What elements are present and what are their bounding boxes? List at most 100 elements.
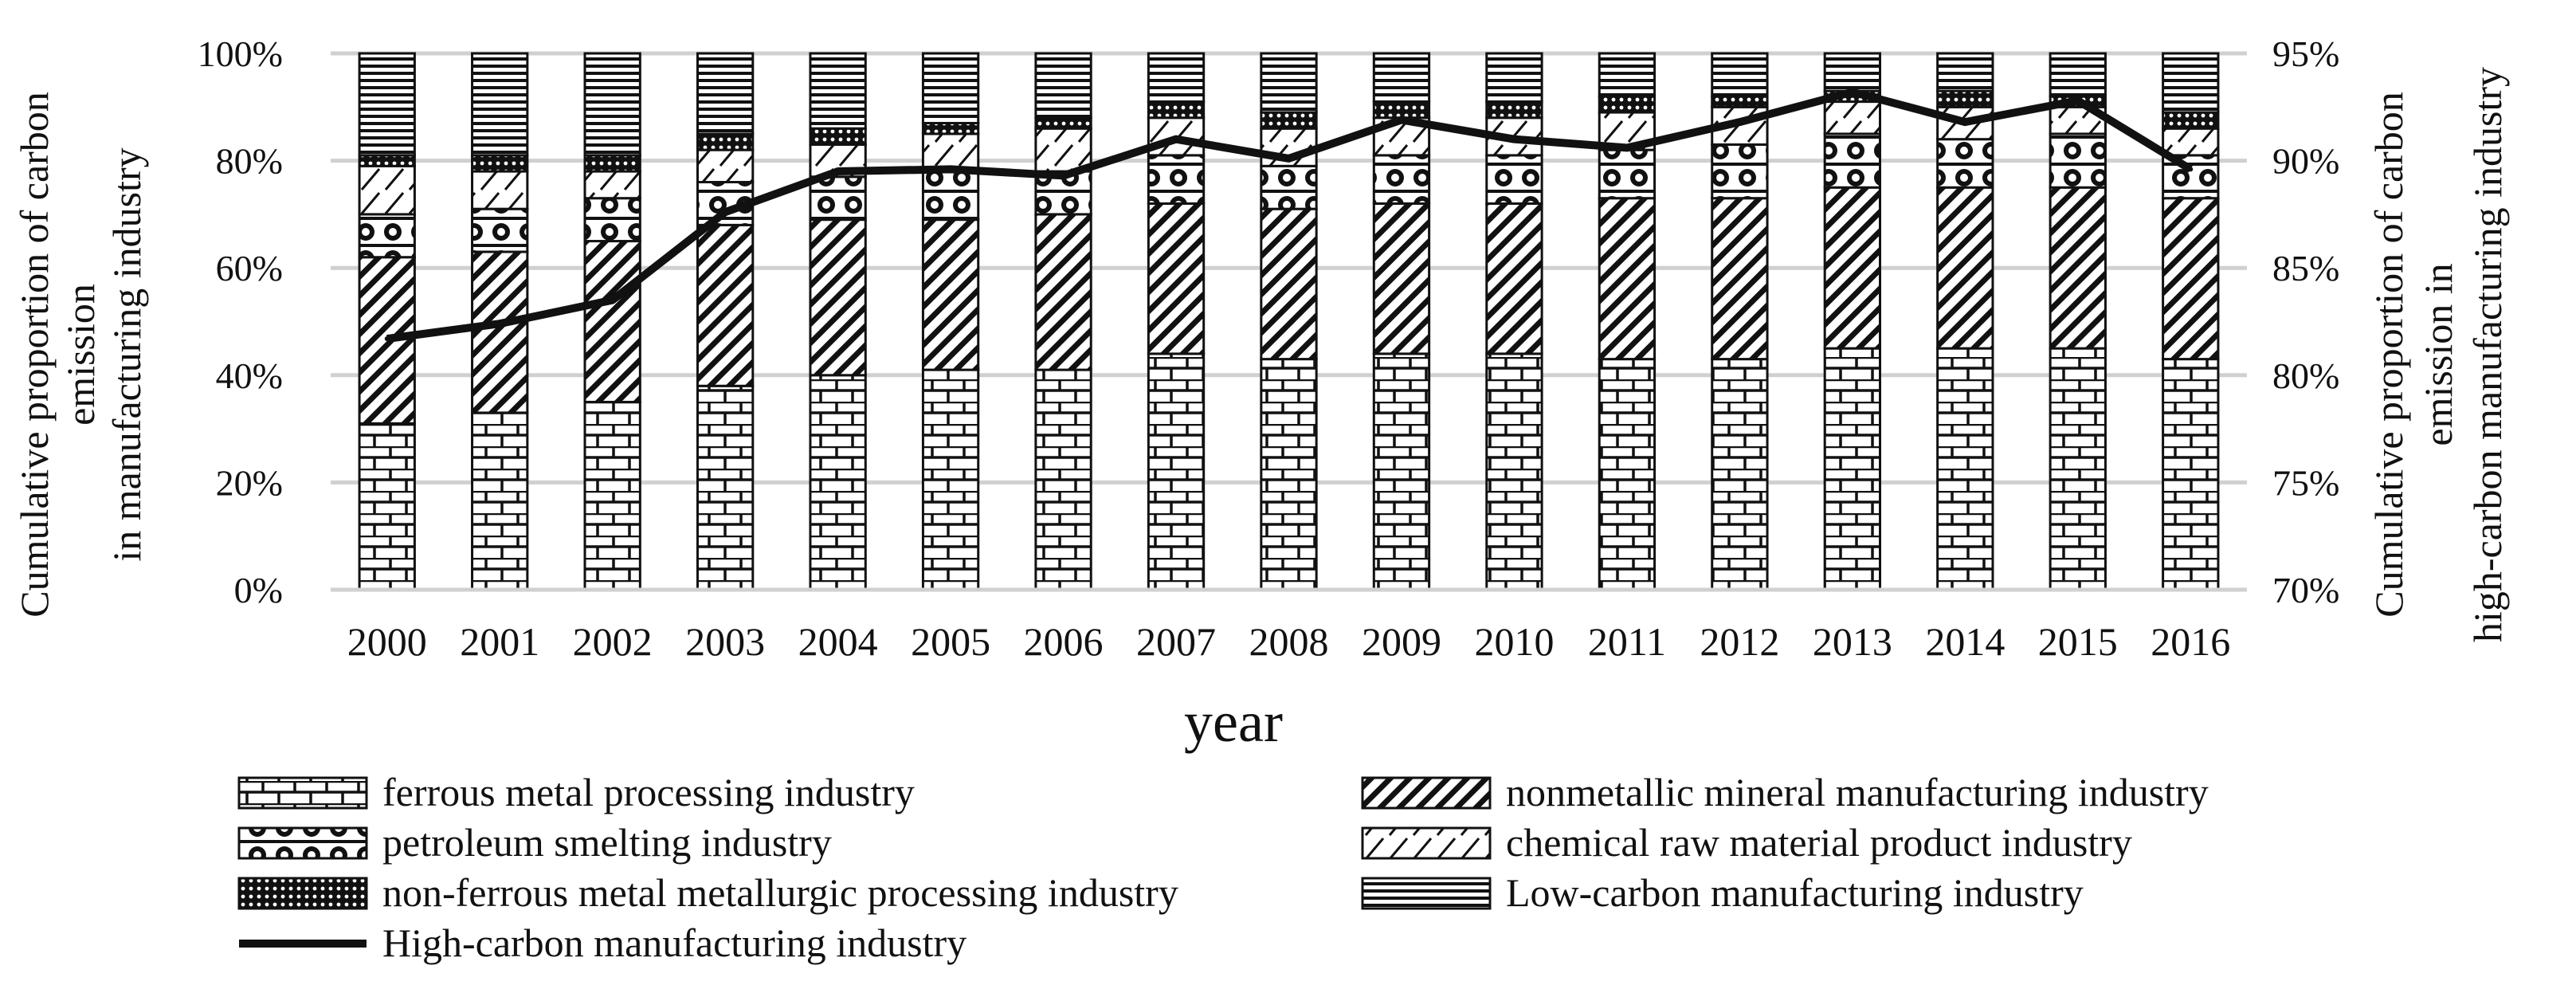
right-tick-label: 75%	[2272, 462, 2339, 503]
bar-segment	[1711, 197, 1769, 361]
bar-segment	[1260, 111, 1318, 130]
bar-segment	[1823, 132, 1882, 189]
x-tick-label: 2002	[573, 619, 653, 664]
line-point	[1511, 136, 1517, 142]
bar-segment	[471, 52, 529, 157]
x-tick-label: 2001	[460, 619, 539, 664]
bar-segment	[1598, 358, 1657, 591]
bar-segment	[1147, 154, 1206, 205]
x-tick-label: 2013	[1813, 619, 1892, 664]
bar-stack-2006	[1034, 52, 1092, 591]
legend-item: nonmetallic mineral manufacturing indust…	[1361, 770, 2209, 814]
right-tick-label: 90%	[2272, 141, 2339, 182]
left-axis-title-line-3: in manufacturing industry	[104, 147, 149, 561]
x-tick-label: 2005	[911, 619, 990, 664]
bar-segment	[809, 175, 867, 222]
legend-label: ferrous metal processing industry	[382, 770, 915, 814]
x-tick-label: 2006	[1024, 619, 1104, 664]
line-point	[1286, 155, 1292, 161]
bar-stack-2001	[471, 52, 529, 591]
bar-segment	[1823, 52, 1882, 92]
legend-label: non-ferrous metal metallurgic processing…	[382, 870, 1178, 915]
x-tick-label: 2011	[1588, 619, 1666, 664]
right-axis-ticks: 70% 75% 80% 85% 90% 95%	[2272, 33, 2339, 610]
bar-segment	[358, 154, 416, 167]
bar-segment	[1034, 116, 1092, 130]
legend: ferrous metal processing industry nonmeta…	[237, 770, 2209, 965]
bar-stack-2000	[358, 52, 416, 591]
bar-stack-2007	[1147, 52, 1206, 591]
bar-segment	[1485, 352, 1543, 591]
bar-segment	[2162, 52, 2220, 114]
x-axis-title: year	[1184, 690, 1283, 754]
bar-stack-2013	[1823, 52, 1882, 591]
bar-segment	[1147, 202, 1206, 355]
legend-label: High-carbon manufacturing industry	[382, 920, 966, 965]
bar-segment	[1598, 148, 1657, 200]
bar-stack-2014	[1936, 52, 1994, 591]
line-point	[384, 336, 390, 342]
legend-item: petroleum smelting industry	[237, 820, 832, 865]
line-point	[1737, 120, 1743, 125]
bar-segment	[1372, 52, 1431, 104]
bar-segment	[358, 164, 416, 216]
bar-segment	[1598, 197, 1657, 361]
bar-segment	[696, 384, 755, 591]
right-axis-title: Cumulative proportion of carbon emission…	[2366, 67, 2510, 642]
bar-segment	[2162, 358, 2220, 591]
bar-stack-2010	[1485, 52, 1543, 591]
bar-segment	[1711, 143, 1769, 200]
bar-segment	[471, 154, 529, 173]
bar-segment	[921, 218, 980, 371]
high-carbon-line	[384, 88, 2194, 343]
line-point	[835, 169, 841, 175]
left-axis-title-line-1: Cumulative proportion of carbon	[12, 92, 57, 618]
left-tick-label: 20%	[216, 462, 283, 503]
left-tick-label: 80%	[216, 141, 283, 182]
legend-item: non-ferrous metal metallurgic processing…	[237, 870, 1178, 915]
bar-segment	[1147, 100, 1206, 120]
left-tick-label: 0%	[234, 570, 283, 610]
bar-segment	[1260, 358, 1318, 591]
x-tick-label: 2015	[2038, 619, 2118, 664]
right-tick-label: 85%	[2272, 248, 2339, 288]
bar-segment	[921, 121, 980, 135]
bar-segment	[2049, 132, 2107, 189]
x-tick-label: 2016	[2151, 619, 2230, 664]
bar-stack-2008	[1260, 52, 1318, 591]
x-tick-label: 2007	[1136, 619, 1216, 664]
line-point	[723, 210, 728, 215]
legend-label: chemical raw material product industry	[1506, 820, 2132, 865]
legend-swatch	[1361, 826, 1492, 860]
bar-segment	[1034, 52, 1092, 120]
legend-item: Low-carbon manufacturing industry	[1361, 870, 2084, 915]
x-tick-label: 2003	[685, 619, 765, 664]
x-tick-label: 2008	[1249, 619, 1329, 664]
left-tick-label: 100%	[198, 33, 283, 74]
bar-segment	[583, 400, 641, 591]
line-point	[497, 321, 503, 327]
left-tick-label: 40%	[216, 355, 283, 396]
legend-swatch	[237, 826, 368, 860]
bar-stack-2003	[696, 52, 755, 591]
legend-swatch	[1361, 877, 1492, 910]
line-point	[1061, 173, 1066, 179]
bar-stack-2011	[1598, 52, 1657, 591]
bar-segment	[921, 170, 980, 222]
bar-segment	[696, 132, 755, 151]
bar-segment	[1147, 352, 1206, 591]
x-tick-label: 2009	[1362, 619, 1441, 664]
x-tick-label: 2004	[798, 619, 878, 664]
bar-segment	[809, 52, 867, 130]
bar-segment	[1711, 95, 1769, 108]
bar-segment	[358, 52, 416, 157]
bar-segment	[1823, 100, 1882, 135]
right-tick-label: 95%	[2272, 33, 2339, 74]
bar-segment	[1260, 52, 1318, 114]
bar-segment	[1260, 207, 1318, 361]
right-axis-title-line-2: emission in	[2416, 263, 2460, 445]
bar-segment	[1485, 202, 1543, 355]
legend-label: petroleum smelting industry	[382, 820, 832, 865]
line-point	[2075, 98, 2080, 104]
